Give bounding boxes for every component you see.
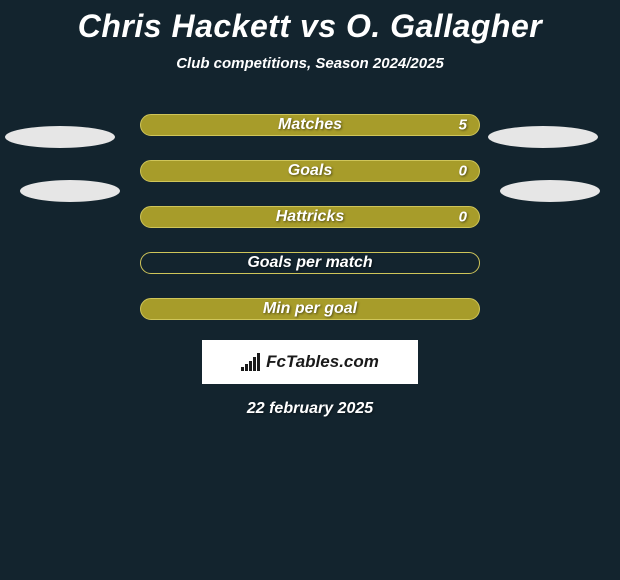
bar-row: Goals per match xyxy=(0,252,620,274)
bar-value: 0 xyxy=(459,163,467,180)
bar-value: 5 xyxy=(459,117,467,134)
stat-bar: Goals per match xyxy=(140,252,480,274)
decorative-ellipse xyxy=(488,126,598,148)
bar-label: Goals per match xyxy=(247,254,372,272)
bar-label: Min per goal xyxy=(263,300,357,318)
bar-row: Hattricks 0 xyxy=(0,206,620,228)
bar-row: Goals 0 xyxy=(0,160,620,182)
date-label: 22 february 2025 xyxy=(0,400,620,418)
stat-bar: Hattricks 0 xyxy=(140,206,480,228)
decorative-ellipse xyxy=(5,126,115,148)
chart-icon xyxy=(241,353,260,371)
bar-label: Hattricks xyxy=(276,208,344,226)
logo-box: FcTables.com xyxy=(202,340,418,384)
bar-label: Matches xyxy=(278,116,342,134)
infographic-container: Chris Hackett vs O. Gallagher Club compe… xyxy=(0,0,620,418)
decorative-ellipse xyxy=(20,180,120,202)
bar-row: Min per goal xyxy=(0,298,620,320)
page-title: Chris Hackett vs O. Gallagher xyxy=(0,8,620,45)
stat-bar: Min per goal xyxy=(140,298,480,320)
subtitle: Club competitions, Season 2024/2025 xyxy=(0,55,620,72)
decorative-ellipse xyxy=(500,180,600,202)
logo-text: FcTables.com xyxy=(266,352,379,372)
stat-bar: Matches 5 xyxy=(140,114,480,136)
stat-bar: Goals 0 xyxy=(140,160,480,182)
bar-value: 0 xyxy=(459,209,467,226)
bar-label: Goals xyxy=(288,162,332,180)
